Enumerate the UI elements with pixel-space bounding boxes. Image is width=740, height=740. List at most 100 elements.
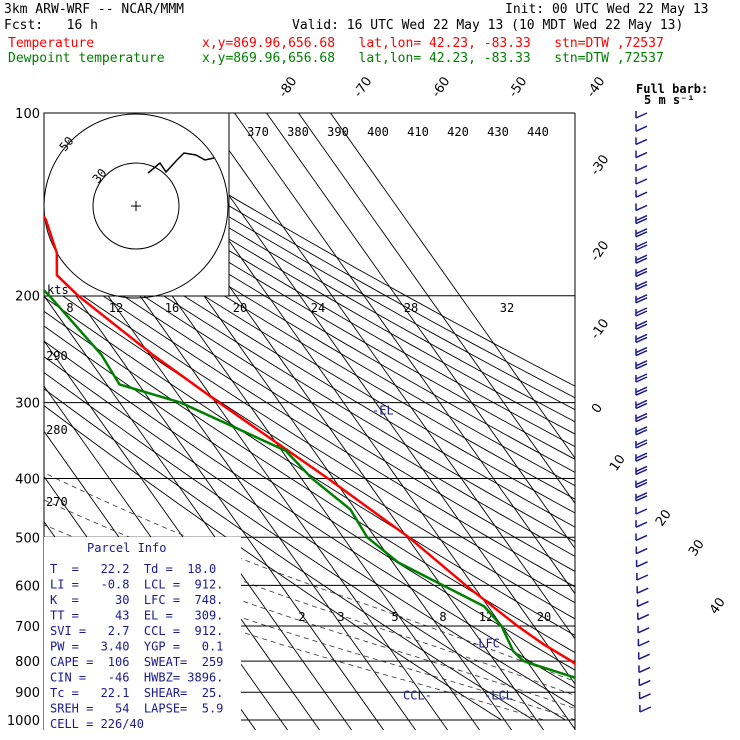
wind-barb: [635, 333, 648, 341]
wind-barb: [635, 280, 648, 288]
theta-label: 430: [487, 125, 509, 139]
parcel-row: CELL = 226/40: [50, 717, 144, 731]
parcel-row: TT = 43 EL = 309.: [50, 609, 223, 623]
dry-adiabat-line: [44, 134, 575, 448]
temperature-tick-label: -50: [506, 74, 530, 100]
wind-barb: [635, 270, 648, 278]
isotherm-line: [330, 113, 575, 459]
wind-barb: [639, 706, 652, 713]
wind-barb: [635, 138, 648, 146]
wind-barb: [638, 666, 651, 674]
hodograph-units: kts: [47, 283, 69, 297]
temperature-tick-label: 10: [607, 452, 629, 474]
wind-barb: [635, 125, 648, 132]
dry-adiabat-line: [44, 268, 575, 604]
temperature-tick-label: -80: [276, 74, 300, 100]
mixing-ratio-label: 12: [109, 301, 123, 315]
dry-adiabat-line: [44, 191, 575, 514]
dry-adiabat-line: [44, 255, 575, 588]
dry-adiabat-line: [59, 113, 575, 411]
wind-barb: [636, 587, 649, 594]
pressure-label: 500: [15, 531, 40, 546]
isotherm-line: [202, 113, 575, 640]
wind-barb: [635, 254, 648, 261]
isotherm-line: [234, 113, 575, 595]
wind-barb: [635, 178, 648, 185]
temperature-tick-label: -10: [588, 316, 612, 342]
wind-barb: [635, 426, 648, 433]
wind-barb: [635, 373, 648, 380]
dry-adiabat-line: [44, 242, 575, 572]
wind-barb: [635, 481, 648, 489]
temperature-tick-label: -70: [351, 74, 375, 100]
pressure-label: 300: [15, 397, 40, 412]
parcel-info-box: Parcel Info T = 22.2 Td = 18.0 LI = -0.8 L…: [44, 537, 241, 731]
wind-barb: [639, 693, 651, 700]
pressure-label: 600: [15, 579, 40, 594]
parcel-row: T = 22.2 Td = 18.0: [50, 562, 216, 576]
dry-adiabat-line: [44, 156, 575, 473]
wind-barb: [635, 349, 648, 357]
dry-adiabat-label: 290: [46, 349, 68, 363]
parcel-row: Tc = 22.1 SHEAR= 25.: [50, 686, 223, 700]
wind-barb: [635, 429, 648, 436]
wind-barb: [636, 574, 649, 581]
temperature-line: [44, 214, 575, 666]
wind-barb: [635, 455, 648, 462]
parcel-box: [44, 537, 241, 730]
model-title: 3km ARW-WRF -- NCAR/MMM: [4, 2, 185, 17]
wind-barb: [635, 468, 648, 476]
dry-adiabat-line: [44, 113, 575, 423]
wind-barb: [635, 508, 648, 515]
wind-barb: [635, 346, 648, 354]
mixing-ratio-label: 28: [404, 301, 418, 315]
wind-barb: [635, 547, 648, 555]
dewpoint-location: x,y=869.96,656.68 lat,lon= 42.23, -83.33…: [202, 51, 664, 66]
theta-label: 410: [407, 125, 429, 139]
wind-barb: [635, 389, 648, 396]
dry-adiabat-line: [44, 168, 575, 487]
wind-barb: [635, 323, 648, 330]
dry-adiabat-line: [44, 180, 575, 500]
dry-adiabat-line: [44, 405, 502, 721]
dry-adiabat-line: [44, 296, 575, 637]
temperature-tick-label: -20: [588, 238, 612, 264]
parcel-row: LI = -0.8 LCL = 912.: [50, 578, 223, 592]
wind-barb: [635, 412, 648, 420]
isotherm-line: [44, 295, 352, 730]
pressure-label: 700: [15, 620, 40, 635]
parcel-row: SVI = 2.7 CCL = 912.: [50, 624, 223, 638]
temperature-tick-label: 20: [653, 507, 675, 529]
dewpoint-line: [44, 288, 575, 680]
dry-adiabat-line: [44, 145, 575, 460]
wind-barb: [635, 386, 648, 393]
temperature-location: x,y=869.96,656.68 lat,lon= 42.23, -83.33…: [202, 36, 664, 51]
parcel-title: Parcel Info: [87, 541, 166, 555]
wind-barb: [638, 640, 650, 647]
theta-label: 390: [327, 125, 349, 139]
isotherm-line: [266, 113, 575, 550]
moist-adiabat-line: [44, 544, 575, 721]
parcel-row: PW = 3.40 YGP = 0.1: [50, 640, 223, 654]
wind-barb: [635, 310, 648, 317]
wind-barb: [635, 439, 648, 446]
wind-barb: [635, 452, 648, 459]
wind-barb: [635, 297, 648, 304]
theta-label: 400: [367, 125, 389, 139]
wind-barb: [635, 320, 648, 327]
isotherm-line: [44, 340, 320, 730]
wind-barb: [635, 495, 648, 502]
mixing-ratio-label: 16: [165, 301, 179, 315]
dry-adiabat-label: 280: [46, 423, 68, 437]
moist-adiabat-line: [44, 524, 575, 709]
wind-barb: [635, 191, 648, 198]
pressure-label: 900: [15, 686, 40, 701]
mixing-ratio-label: 2: [298, 610, 305, 624]
parcel-row: CAPE = 106 SWEAT= 259: [50, 655, 223, 669]
temperature-tick-label: -40: [584, 74, 608, 100]
dry-adiabat-label: 270: [46, 495, 68, 509]
wind-barb: [635, 231, 648, 238]
theta-label: 420: [447, 125, 469, 139]
